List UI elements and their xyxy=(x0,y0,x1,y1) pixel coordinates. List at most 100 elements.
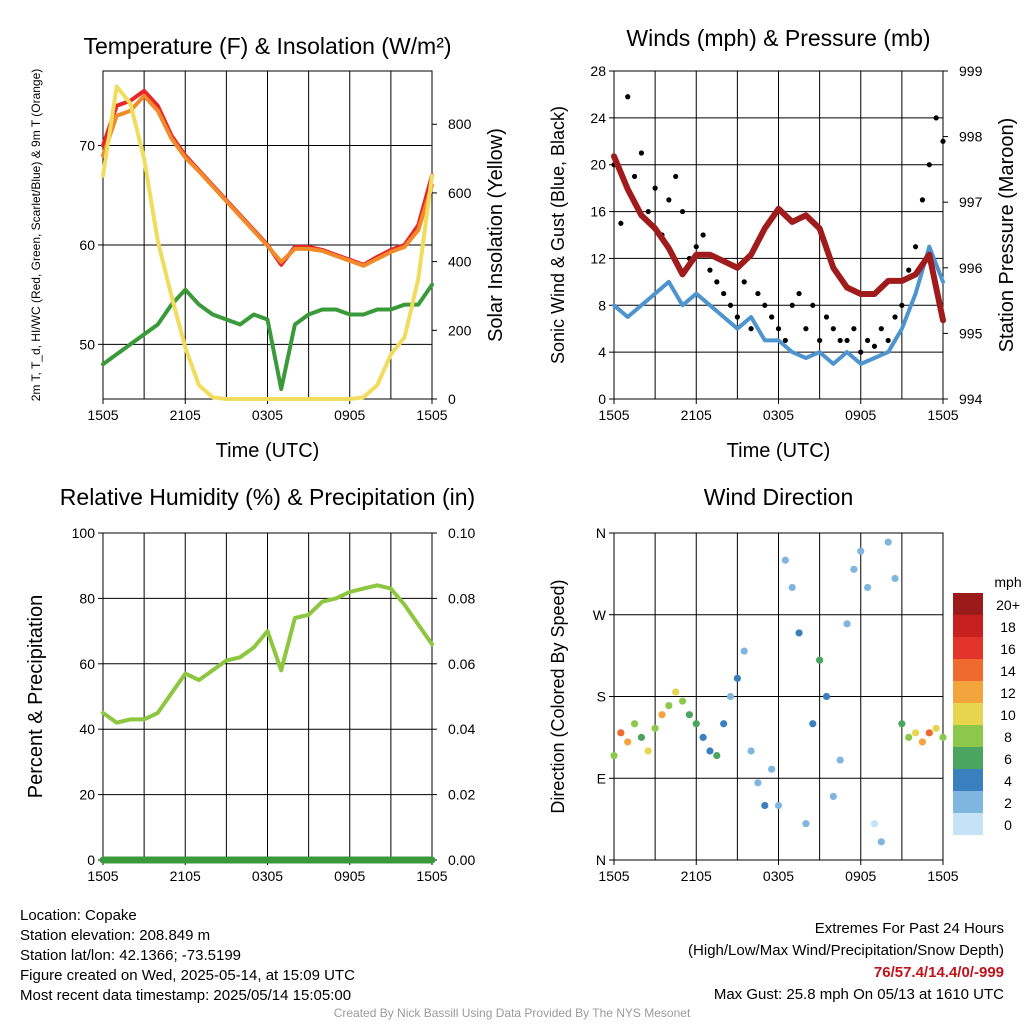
colorbar-swatch xyxy=(953,659,983,681)
y2-tick-label: 0.08 xyxy=(448,590,475,606)
x-tick-label: 0305 xyxy=(252,407,283,423)
colorbar-title: mph xyxy=(994,574,1021,590)
gust-point xyxy=(940,138,946,144)
direction-point xyxy=(720,720,728,728)
colorbar-label: 10 xyxy=(1000,707,1016,723)
y-tick-label: 28 xyxy=(590,63,606,79)
gust-point xyxy=(919,197,926,203)
y2-tick-label: 999 xyxy=(959,63,983,79)
colorbar-label: 8 xyxy=(1004,729,1012,745)
y2-tick-label: 997 xyxy=(959,194,983,210)
direction-point xyxy=(809,720,817,728)
direction-point xyxy=(822,692,831,701)
station-elevation: Station elevation: 208.849 m xyxy=(20,927,211,944)
y-tick-label: W xyxy=(593,607,607,623)
gust-point xyxy=(693,244,699,250)
gust-point xyxy=(652,185,658,191)
direction-point xyxy=(905,733,913,741)
colorbar-swatch xyxy=(953,637,983,659)
gust-point xyxy=(858,349,864,355)
y2-axis-label: Station Pressure (Maroon) xyxy=(996,118,1018,353)
max-gust: Max Gust: 25.8 mph On 05/13 at 1610 UTC xyxy=(713,986,1004,1003)
y2-tick-label: 400 xyxy=(448,254,472,270)
direction-point xyxy=(644,747,652,755)
direction-point xyxy=(891,574,899,583)
colorbar-label: 20+ xyxy=(996,597,1020,613)
y2-tick-label: 200 xyxy=(448,322,472,338)
y-axis-label: Percent & Precipitation xyxy=(25,595,47,798)
y2-tick-label: 996 xyxy=(959,260,983,276)
y-tick-label: 80 xyxy=(79,590,95,606)
gust-point xyxy=(741,279,747,285)
extremes-panel: Extremes For Past 24 Hours (High/Low/Max… xyxy=(688,918,1004,1006)
gust-point xyxy=(810,302,816,308)
gust-point xyxy=(830,326,836,332)
y2-tick-label: 0.06 xyxy=(448,656,475,672)
y-tick-label: N xyxy=(596,525,606,541)
y2-tick-label: 800 xyxy=(448,116,472,132)
gust-point xyxy=(823,314,830,320)
x-tick-label: 0305 xyxy=(763,407,794,423)
direction-point xyxy=(761,801,769,810)
y-tick-label: N xyxy=(596,852,606,868)
gust-point xyxy=(638,150,645,156)
direction-point xyxy=(733,674,741,682)
direction-point xyxy=(870,820,879,828)
y-tick-label: 24 xyxy=(590,110,606,126)
direction-point xyxy=(678,697,687,705)
colorbar-swatch xyxy=(953,593,983,615)
direction-point xyxy=(898,720,906,728)
series-line-2 xyxy=(101,93,434,268)
gust-point xyxy=(817,337,823,344)
direction-point xyxy=(658,711,666,719)
x-tick-label: 0305 xyxy=(763,868,794,884)
x-tick-label: 2105 xyxy=(681,868,712,884)
gust-point xyxy=(625,94,631,100)
series-line-3 xyxy=(611,153,946,324)
direction-point xyxy=(754,779,762,787)
direction-point xyxy=(911,729,920,737)
gust-point xyxy=(673,173,679,180)
x-tick-label: 2105 xyxy=(170,868,201,884)
y-tick-label: 100 xyxy=(72,525,96,541)
station-location: Location: Copake xyxy=(20,907,137,924)
gust-point xyxy=(865,337,871,344)
y-tick-label: 16 xyxy=(590,204,606,220)
colorbar-label: 4 xyxy=(1004,773,1012,789)
direction-point xyxy=(795,629,803,637)
gust-point xyxy=(645,208,651,215)
direction-point xyxy=(726,692,735,701)
y-tick-label: 12 xyxy=(590,250,606,266)
direction-point xyxy=(788,583,796,592)
y-axis-label: Direction (Colored By Speed) xyxy=(548,579,568,813)
series-line-1 xyxy=(612,244,945,366)
station-info: Location: Copake Station elevation: 208.… xyxy=(20,906,355,1006)
gust-point xyxy=(769,314,775,320)
gust-point xyxy=(803,326,809,332)
y-tick-label: 20 xyxy=(590,157,606,173)
chart-title: Wind Direction xyxy=(704,484,854,510)
y-axis-label: Sonic Wind & Gust (Blue, Black) xyxy=(548,106,568,364)
gust-point xyxy=(933,115,939,121)
y2-tick-label: 0.00 xyxy=(448,852,475,868)
colorbar-swatch xyxy=(953,747,983,769)
gust-point xyxy=(885,337,891,344)
direction-point xyxy=(829,792,837,801)
colorbar-label: 12 xyxy=(1000,685,1016,701)
x-tick-label: 2105 xyxy=(681,407,712,423)
gust-point xyxy=(906,267,912,273)
gust-point xyxy=(700,232,706,238)
gust-point xyxy=(892,314,898,320)
direction-point xyxy=(692,720,700,728)
chart-title: Winds (mph) & Pressure (mb) xyxy=(626,25,930,51)
gust-point xyxy=(782,337,788,344)
y-tick-label: S xyxy=(597,689,606,705)
y-tick-label: 4 xyxy=(598,344,606,360)
colorbar-label: 6 xyxy=(1004,751,1012,767)
direction-point xyxy=(836,756,844,764)
gust-point xyxy=(899,302,905,308)
colorbar-label: 16 xyxy=(1000,641,1016,657)
direction-point xyxy=(637,733,646,741)
